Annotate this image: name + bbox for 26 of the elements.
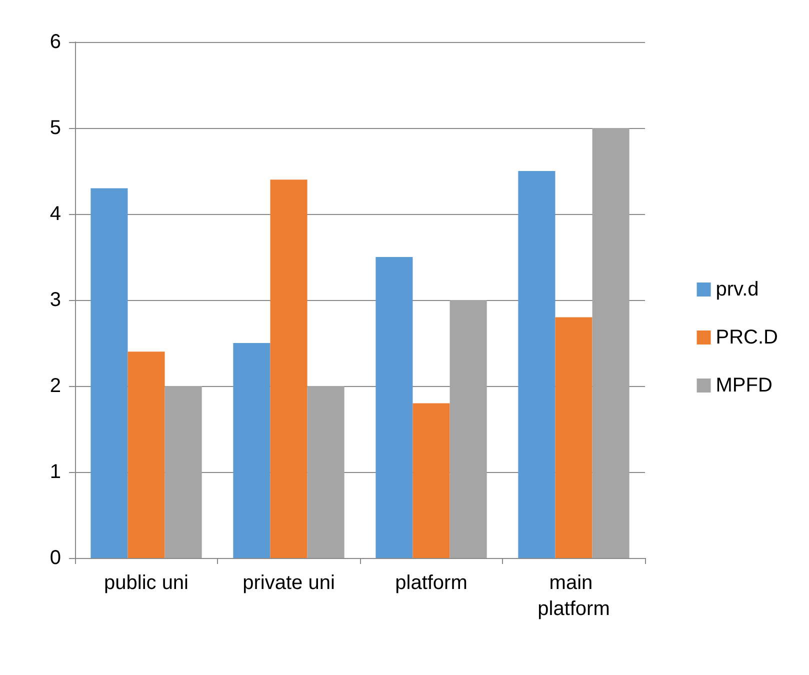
bar (233, 343, 270, 558)
x-tick-label: public uni (104, 572, 189, 594)
y-tick-label: 5 (50, 117, 61, 139)
y-tick-label: 0 (50, 547, 61, 569)
y-tick-label: 3 (50, 289, 61, 311)
bar (412, 403, 450, 558)
bar (450, 300, 487, 558)
y-tick-label: 6 (50, 31, 61, 53)
bar (90, 188, 128, 558)
bar (128, 352, 165, 558)
x-tick-label: main platform (538, 572, 610, 620)
y-tick-label: 4 (50, 203, 61, 225)
y-tick-label: 1 (50, 461, 61, 483)
bar (592, 128, 630, 558)
x-tick-label: platform (395, 572, 468, 594)
bar (518, 171, 556, 558)
legend-label: MPFD (716, 374, 772, 396)
bar (376, 257, 413, 558)
legend-label: PRC.D (716, 326, 778, 348)
bar (555, 317, 592, 558)
bar (164, 386, 202, 558)
x-tick-label: private uni (242, 572, 335, 594)
bar (270, 180, 308, 558)
bar (307, 386, 344, 558)
y-tick-label: 2 (50, 375, 61, 397)
legend-label: prv.d (716, 278, 759, 300)
